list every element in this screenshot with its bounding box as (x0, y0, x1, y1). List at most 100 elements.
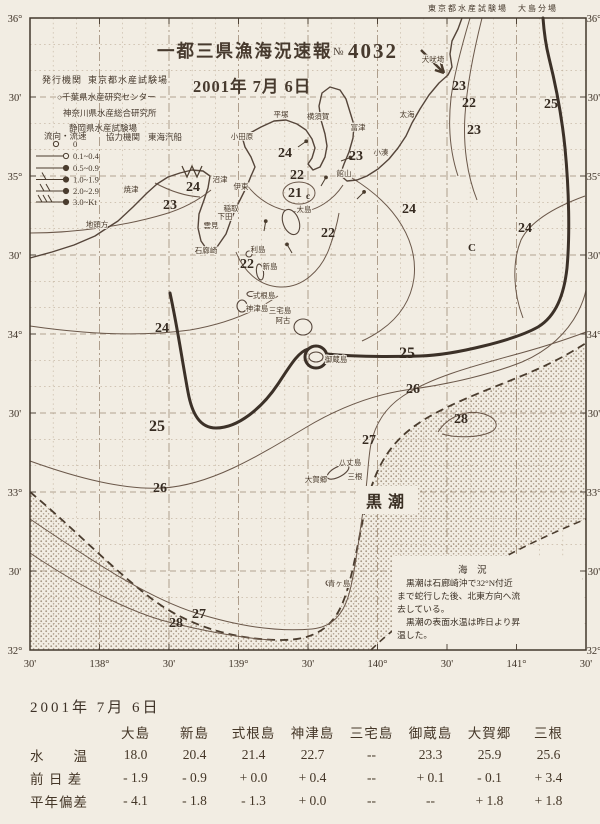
station-name: 神津島 (290, 726, 335, 741)
issuer-3: 静岡県水産試験場 (69, 123, 138, 133)
axis-label-bottom: 30' (441, 659, 454, 670)
current-vector-dot (362, 190, 366, 194)
island-niijima (255, 263, 265, 281)
frame-ticks (30, 18, 586, 650)
value-cell: + 0.4 (298, 770, 327, 785)
current-vector-dot (304, 139, 309, 144)
island-oshima (281, 208, 301, 236)
axis-label-right: 36° (587, 14, 600, 25)
place-label: 富津 (351, 122, 366, 132)
station-name: 三宅島 (349, 726, 394, 741)
note-lines: 黒潮は石廊崎沖で32°N付近まで蛇行した後、北東方向へ流去している。黒潮の表面水… (397, 577, 520, 640)
row-label: 水 温 (30, 749, 88, 764)
legend-speed-tick (47, 194, 53, 203)
isotherm-23e (449, 17, 471, 177)
land (29, 17, 463, 587)
place-label: 地頭方 (86, 219, 109, 229)
station-current-vectors (263, 139, 366, 254)
row-label: 前 日 差 (30, 772, 83, 787)
row-label: 平年偏差 (30, 795, 88, 810)
axis-label-left: 33° (8, 488, 23, 499)
place-label: 平塚 (274, 110, 289, 119)
legend-item-label: 0 (73, 139, 77, 149)
table-row: 平年偏差 - 4.1 - 1.8 - 1.3 + 0.0 -- -- + 1.8 + 1.8 (26, 790, 578, 813)
place-label: 沼津 (213, 175, 228, 184)
value-cell: - 1.9 (123, 770, 148, 785)
isotherm-label: 27 (192, 607, 206, 622)
suruga-w-mark (181, 164, 203, 179)
isotherm-label: 28 (454, 412, 468, 427)
isotherm-label: 26 (406, 382, 420, 397)
place-label: 焼津 (124, 185, 139, 194)
report-no: 4032 (348, 39, 398, 63)
isotherm-25-west-lobe (168, 291, 310, 430)
isotherm-label: 27 (362, 433, 376, 448)
note-line: 黒潮は石廊崎沖で32°N付近 (406, 577, 513, 588)
kuroshio-label-panel (360, 486, 418, 514)
value-cell: 20.4 (182, 747, 207, 762)
station-name: 式根島 (231, 726, 276, 741)
table-row: 前 日 差 - 1.9 - 0.9 + 0.0 + 0.4 -- + 0.1 - 0.1 + 3… (26, 767, 578, 790)
issuer-2: 神奈川県水産総合研究所 (63, 108, 157, 118)
axis-label-bottom: 30' (302, 659, 315, 670)
place-label: 石廊崎 (195, 245, 218, 255)
island-shikinejima (246, 290, 256, 298)
branch-office: 東京都水産試験場 大島分場 (428, 3, 558, 13)
place-label: 伊東 (234, 181, 249, 191)
current-vector-dot (348, 155, 353, 160)
legend-vector-head (62, 176, 70, 183)
legend-item-label: 2.0~2.9 (73, 186, 99, 196)
axis-label-left: 32° (8, 646, 23, 657)
isotherm-label: 24 (518, 221, 532, 236)
report-title: 一都三県漁海況速報 (157, 41, 333, 61)
axis-label-left: 30' (9, 251, 22, 262)
isotherm-label: 22 (240, 257, 254, 272)
isotherm-label: 22 (321, 226, 335, 241)
legend-speed-tick (45, 183, 51, 192)
report-date: 2001年 7月 6日 (193, 76, 311, 96)
issuer-1: ○千葉県水産研究センター (57, 92, 156, 102)
place-label: 小田原 (231, 132, 254, 141)
coop-label: 協力機関 (106, 132, 140, 142)
legend-item-label: 0.5~0.9 (73, 163, 99, 173)
island-mikurajima (308, 351, 324, 363)
axis-label-left: 30' (9, 93, 22, 104)
isotherm-label: 24 (155, 321, 169, 336)
island-label: 阿古 (276, 315, 291, 325)
note-line: まで蛇行した後、北東方向へ流 (397, 590, 520, 601)
isotherm-label: 23 (349, 149, 363, 164)
isotherm-25-mikura-loop (303, 344, 329, 370)
isotherm-label: 26 (153, 481, 167, 496)
isotherm-label: 23 (163, 198, 177, 213)
island-label: 大賀郷 (305, 474, 328, 484)
note-panel (392, 556, 582, 652)
isotherm-label: 28 (169, 616, 183, 631)
value-cell: 23.3 (418, 747, 443, 762)
island-label: 御蔵島 (325, 354, 348, 364)
header-block: 東京都水産試験場 大島分場 一都三県漁海況速報 № 4032 発行機関 東京都水… (42, 3, 558, 142)
isotherm-label: 21 (288, 186, 302, 201)
isotherm-26 (29, 289, 587, 489)
place-label: 館山 (337, 168, 352, 178)
isotherm-label: C (468, 242, 476, 254)
isotherm-label: c (306, 191, 310, 201)
legend-item-label: 1.0~1.9 (73, 175, 99, 185)
coop-name: 東海汽船 (148, 132, 183, 142)
value-cell: -- (367, 770, 376, 785)
table-date: 2001年 7月 6日 (30, 700, 161, 716)
sea-condition-note: 海 況 黒潮は石廊崎沖で32°N付近まで蛇行した後、北東方向へ流去している。黒潮… (397, 564, 520, 640)
island-label: 三根 (348, 471, 363, 481)
axis-label-right: 30' (588, 409, 600, 420)
isotherm-label: 25 (149, 418, 165, 435)
legend-item-label: 3.0~Kt (73, 197, 97, 207)
value-cell: + 0.0 (239, 770, 268, 785)
kuroshio-label: 黒潮 (366, 492, 410, 511)
place-label: 太海 (400, 109, 415, 119)
legend-speed-tick (41, 172, 47, 180)
current-marks (181, 49, 446, 254)
isotherm-25-east (325, 16, 571, 358)
island-miyakejima (293, 318, 313, 336)
island-kozushima (236, 299, 248, 313)
value-cell: - 4.1 (123, 793, 148, 808)
